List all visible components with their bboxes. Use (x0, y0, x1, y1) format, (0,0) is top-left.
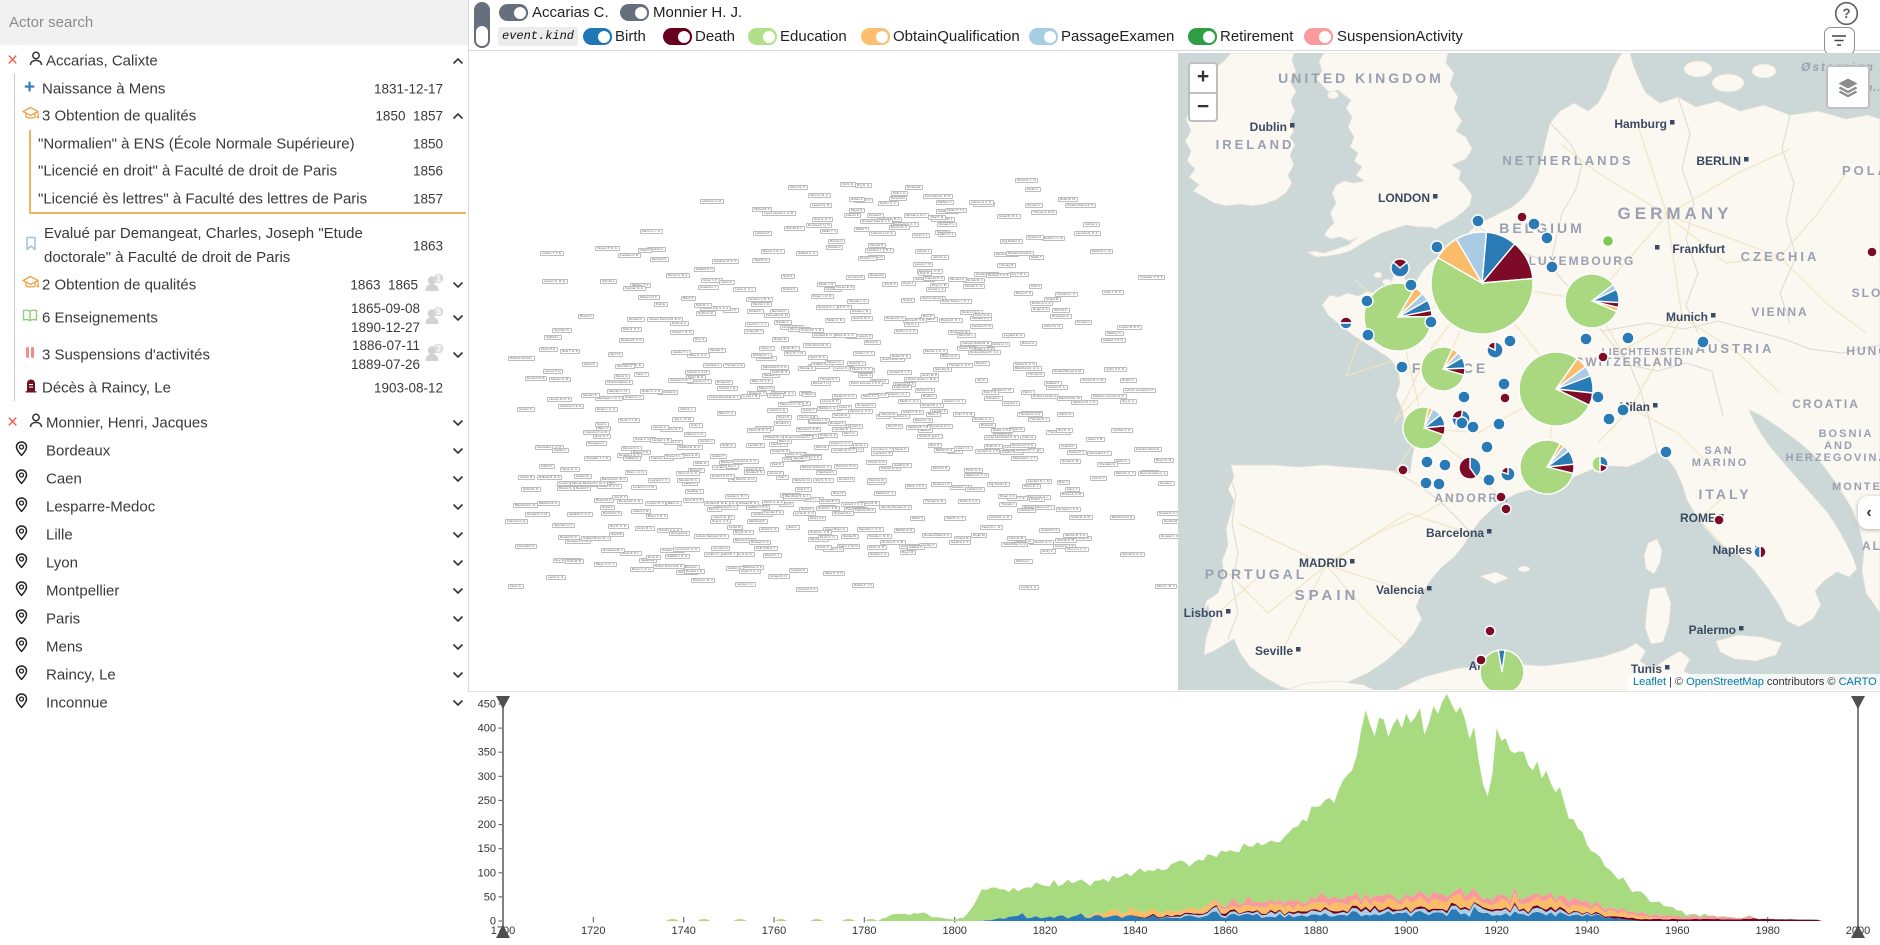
svg-text:SWITZERLAND: SWITZERLAND (1575, 355, 1684, 369)
svg-text:200: 200 (478, 819, 496, 831)
svg-text:450: 450 (478, 699, 496, 711)
svg-text:1760: 1760 (762, 925, 786, 937)
svg-text:1920: 1920 (1484, 925, 1508, 937)
svg-text:MARINO: MARINO (1692, 457, 1749, 469)
svg-text:0: 0 (490, 916, 496, 928)
svg-text:Barcelona: Barcelona (1426, 526, 1484, 540)
svg-text:Valencia: Valencia (1376, 583, 1424, 597)
svg-text:AUSTRIA: AUSTRIA (1696, 341, 1775, 356)
svg-text:Munich: Munich (1666, 310, 1708, 324)
svg-text:50: 50 (484, 891, 496, 903)
svg-text:300: 300 (478, 771, 496, 783)
svg-text:BOSNIA: BOSNIA (1819, 428, 1874, 440)
svg-text:1980: 1980 (1755, 925, 1779, 937)
svg-text:1720: 1720 (581, 925, 605, 937)
svg-text:CZECHIA: CZECHIA (1741, 249, 1820, 264)
svg-text:3: 3 (436, 344, 441, 354)
svg-text:ROME: ROME (1680, 511, 1716, 525)
svg-text:VIENNA: VIENNA (1751, 305, 1808, 319)
svg-text:400: 400 (478, 723, 496, 735)
svg-text:IRELAND: IRELAND (1216, 137, 1295, 152)
svg-text:SAN: SAN (1704, 445, 1733, 457)
svg-text:Frankfurt: Frankfurt (1672, 242, 1725, 256)
svg-text:BERLIN: BERLIN (1696, 154, 1741, 168)
svg-text:1: 1 (436, 274, 441, 284)
svg-text:AND: AND (1824, 440, 1854, 452)
svg-text:150: 150 (478, 843, 496, 855)
svg-text:1960: 1960 (1665, 925, 1689, 937)
svg-text:?: ? (1842, 6, 1850, 21)
svg-text:LONDON: LONDON (1378, 191, 1430, 205)
svg-text:Naples: Naples (1713, 543, 1753, 557)
svg-text:HERZEGOVINA: HERZEGOVINA (1786, 452, 1880, 464)
svg-text:UNITED KINGDOM: UNITED KINGDOM (1278, 70, 1444, 86)
svg-text:1940: 1940 (1575, 925, 1599, 937)
svg-text:1780: 1780 (852, 925, 876, 937)
svg-text:POLA: POLA (1842, 163, 1880, 178)
svg-text:250: 250 (478, 795, 496, 807)
svg-text:100: 100 (478, 867, 496, 879)
svg-text:PORTUGAL: PORTUGAL (1205, 566, 1308, 582)
svg-text:MONTE: MONTE (1832, 481, 1880, 493)
svg-text:1900: 1900 (1394, 925, 1418, 937)
svg-text:350: 350 (478, 747, 496, 759)
svg-text:LUXEMBOURG: LUXEMBOURG (1529, 254, 1636, 268)
svg-text:Palermo: Palermo (1689, 623, 1736, 637)
svg-text:1840: 1840 (1123, 925, 1147, 937)
svg-text:1800: 1800 (942, 925, 966, 937)
svg-text:1820: 1820 (1033, 925, 1057, 937)
svg-text:1880: 1880 (1304, 925, 1328, 937)
svg-text:Dublin: Dublin (1250, 120, 1287, 134)
svg-text:AL: AL (1862, 539, 1880, 553)
svg-text:1860: 1860 (1213, 925, 1237, 937)
svg-text:GERMANY: GERMANY (1618, 204, 1733, 223)
svg-text:ITALY: ITALY (1698, 486, 1751, 502)
svg-text:ANDORRA: ANDORRA (1434, 491, 1509, 505)
svg-text:MADRID: MADRID (1299, 556, 1347, 570)
svg-text:Leaflet | © OpenStreetMap cont: Leaflet | © OpenStreetMap contributors ©… (1633, 676, 1877, 688)
svg-text:Tunis: Tunis (1631, 662, 1662, 676)
svg-text:HUNG: HUNG (1846, 344, 1880, 358)
svg-text:Seville: Seville (1255, 644, 1293, 658)
svg-text:LIECHTENSTEIN: LIECHTENSTEIN (1602, 347, 1694, 358)
svg-text:CROATIA: CROATIA (1792, 397, 1860, 411)
svg-text:SPAIN: SPAIN (1295, 587, 1360, 604)
svg-text:BELGIUM: BELGIUM (1499, 220, 1585, 236)
svg-text:1740: 1740 (671, 925, 695, 937)
svg-text:Lisbon: Lisbon (1184, 606, 1223, 620)
svg-text:NETHERLANDS: NETHERLANDS (1502, 153, 1633, 168)
svg-text:Hamburg: Hamburg (1614, 117, 1667, 131)
svg-text:5: 5 (436, 307, 441, 317)
